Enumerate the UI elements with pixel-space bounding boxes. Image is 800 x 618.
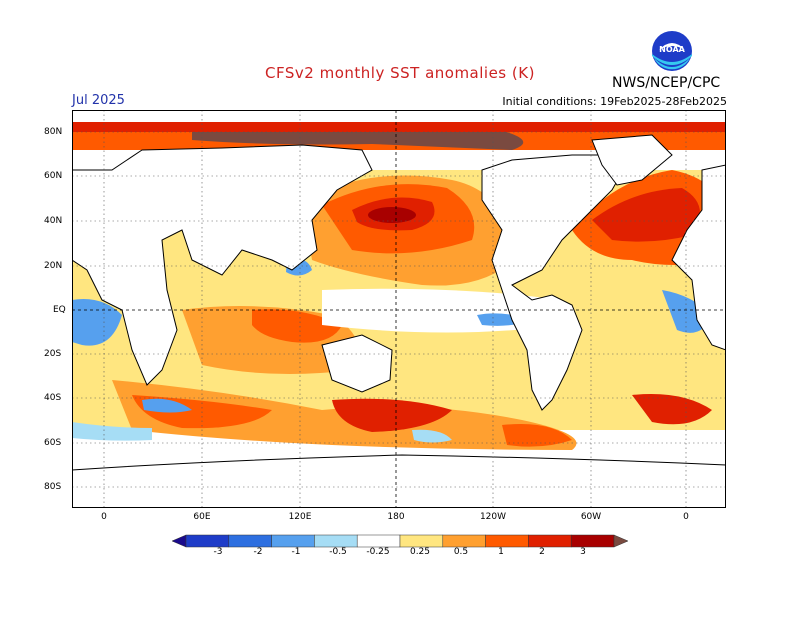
colorbar-label: 0.5 (453, 547, 469, 557)
colorbar-label: 0.25 (409, 547, 431, 557)
lat-label: 60N (44, 171, 63, 181)
svg-text:NOAA: NOAA (659, 45, 685, 54)
colorbar-swatch (399, 534, 444, 548)
lat-label: 80S (44, 482, 62, 492)
colorbar-swatch (172, 534, 187, 548)
lon-label: 0 (101, 512, 107, 522)
lat-label: 20N (44, 261, 63, 271)
colorbar (172, 534, 628, 548)
gridlines (72, 110, 726, 508)
colorbar-swatch (570, 534, 615, 548)
colorbar-swatch (271, 534, 315, 548)
noaa-logo: NOAA (652, 31, 692, 71)
agency-label: NWS/NCEP/CPC (612, 75, 721, 91)
lon-label: 60W (580, 512, 602, 522)
colorbar-swatch (356, 534, 401, 548)
lat-label: 60S (44, 438, 62, 448)
chart-title: CFSv2 monthly SST anomalies (K) (265, 64, 535, 82)
colorbar-label: -2 (253, 547, 263, 557)
colorbar-label: 2 (539, 547, 545, 557)
colorbar-swatch (185, 534, 230, 548)
colorbar-swatch (442, 534, 486, 548)
colorbar-label: -1 (291, 547, 301, 557)
sst-anomaly-map (72, 110, 726, 508)
lon-label: 120E (288, 512, 312, 522)
land-masses (72, 134, 726, 508)
colorbar-label: -0.25 (366, 547, 390, 557)
colorbar-swatch (528, 534, 572, 548)
colorbar-swatch (485, 534, 529, 548)
anomaly-field (72, 122, 726, 450)
colorbar-swatch (613, 534, 628, 548)
colorbar-label: 1 (498, 547, 504, 557)
colorbar-swatch (314, 534, 358, 548)
lon-label: 180 (387, 512, 405, 522)
lat-label: 20S (44, 349, 62, 359)
lon-label: 120W (479, 512, 507, 522)
colorbar-label: -0.5 (329, 547, 347, 557)
colorbar-swatch (228, 534, 272, 548)
colorbar-label: 3 (580, 547, 586, 557)
initial-conditions: Initial conditions: 19Feb2025-28Feb2025 (502, 95, 727, 108)
lat-label: EQ (53, 305, 66, 315)
forecast-period: Jul 2025 (72, 93, 125, 108)
colorbar-label: -3 (213, 547, 223, 557)
lat-label: 80N (44, 127, 63, 137)
lon-label: 60E (193, 512, 211, 522)
lon-label: 0 (683, 512, 689, 522)
equator-dateline (72, 110, 726, 508)
lat-label: 40S (44, 393, 62, 403)
lat-label: 40N (44, 216, 63, 226)
